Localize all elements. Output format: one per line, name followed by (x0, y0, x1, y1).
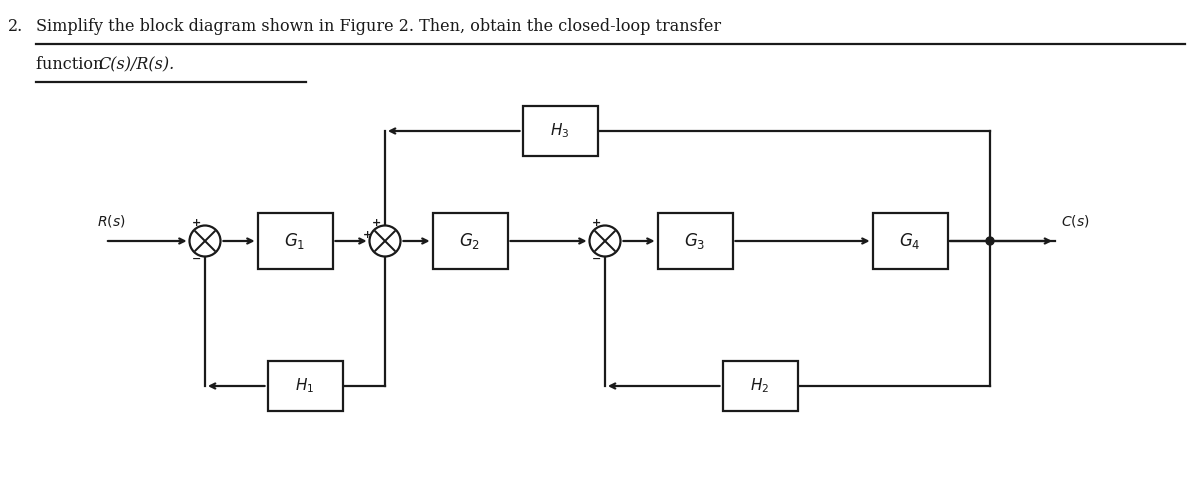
Bar (432, 213, 508, 268)
Text: $G_{4}$: $G_{4}$ (899, 231, 920, 251)
Bar (522, 106, 598, 156)
Text: +: + (192, 218, 202, 228)
Text: $G_{2}$: $G_{2}$ (460, 231, 480, 251)
Text: $H_{3}$: $H_{3}$ (551, 122, 570, 140)
Text: −: − (192, 254, 202, 264)
Circle shape (589, 226, 620, 256)
Text: +: + (362, 230, 372, 240)
Text: $G_{1}$: $G_{1}$ (284, 231, 306, 251)
Text: +: + (372, 218, 382, 228)
Text: function: function (36, 56, 108, 73)
Text: −: − (592, 254, 601, 264)
Circle shape (986, 237, 994, 245)
Circle shape (190, 226, 221, 256)
Bar (658, 213, 732, 268)
Text: $R(s)$: $R(s)$ (97, 213, 126, 229)
Bar (872, 213, 948, 268)
Text: $G_{3}$: $G_{3}$ (684, 231, 706, 251)
Text: 2.: 2. (8, 18, 23, 35)
Bar (268, 361, 342, 411)
Text: C(s)/R(s).: C(s)/R(s). (98, 56, 174, 73)
Bar (258, 213, 332, 268)
Text: $C(s)$: $C(s)$ (1061, 213, 1090, 229)
Bar (722, 361, 798, 411)
Text: +: + (592, 218, 601, 228)
Text: Simplify the block diagram shown in Figure 2. Then, obtain the closed-loop trans: Simplify the block diagram shown in Figu… (36, 18, 721, 35)
Text: $H_{2}$: $H_{2}$ (750, 376, 769, 395)
Circle shape (370, 226, 401, 256)
Text: $H_{1}$: $H_{1}$ (295, 376, 314, 395)
